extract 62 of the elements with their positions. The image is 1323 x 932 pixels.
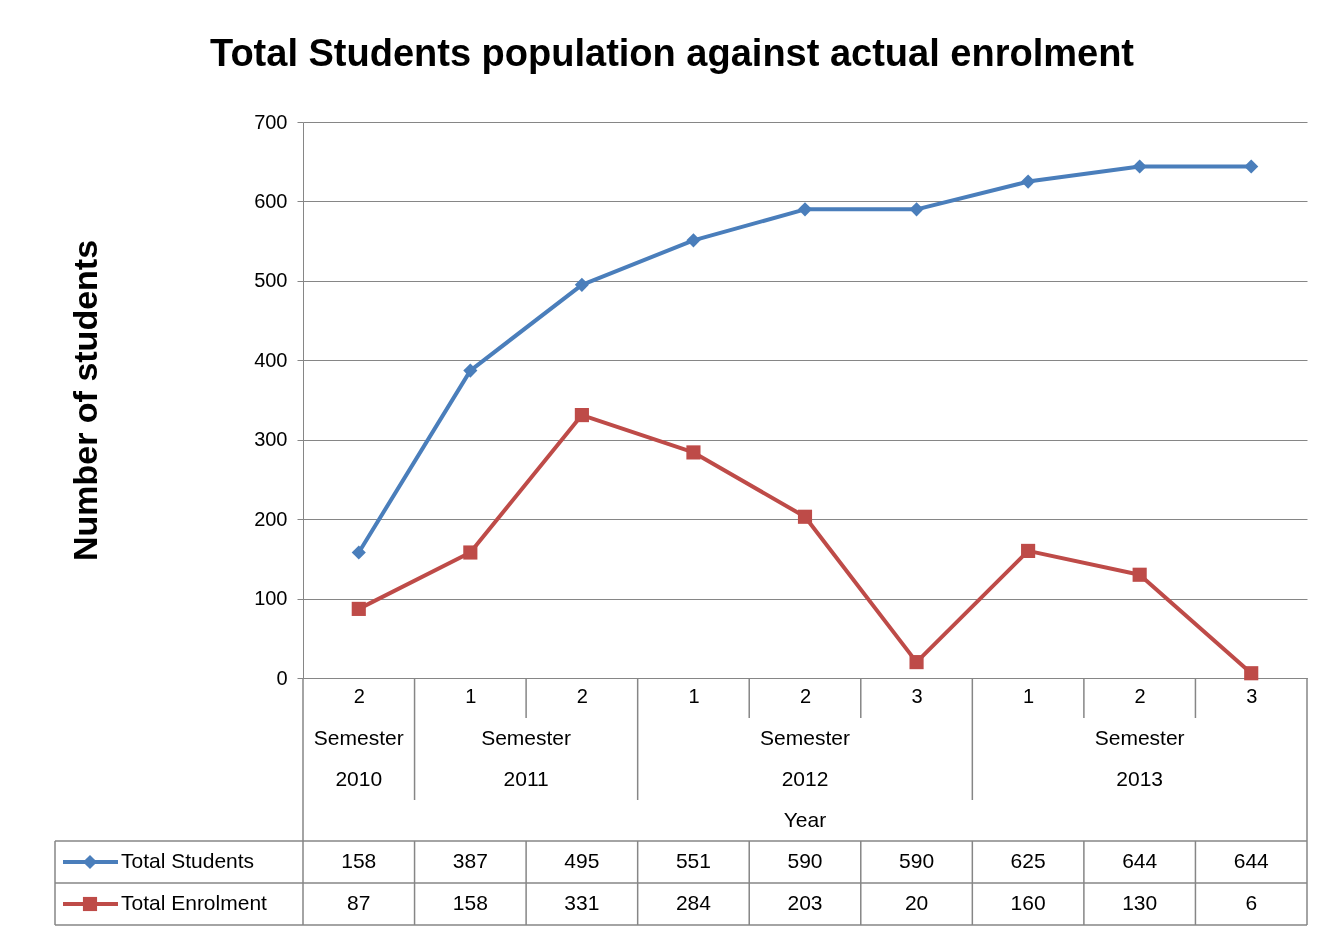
data-label: 158: [452, 891, 488, 914]
chart-title: Total Students population against actual enrolment: [209, 32, 1135, 74]
data-label: 644: [1122, 849, 1158, 872]
legend-label: Total Enrolment: [121, 891, 268, 914]
point: [351, 545, 366, 560]
data-label: 625: [1010, 849, 1046, 872]
data-label: 284: [675, 891, 712, 914]
point: [351, 601, 366, 616]
text: Semester 2013: [1094, 726, 1185, 790]
legend-label: Total Students: [121, 849, 255, 872]
x-tick-label: 1: [1023, 684, 1035, 707]
data-label: 387: [452, 849, 488, 872]
point: [463, 363, 478, 378]
point: [1132, 159, 1147, 174]
point: [463, 545, 478, 560]
point: [797, 509, 813, 524]
data-label: 20: [904, 891, 929, 914]
point: [909, 202, 924, 217]
data-label: 203: [787, 891, 823, 914]
data-label: 644: [1233, 849, 1270, 872]
point: [1244, 159, 1259, 174]
x-axis-title: Year: [783, 808, 827, 831]
data-label: 6: [1245, 891, 1258, 914]
point: [797, 202, 813, 217]
point: [686, 233, 701, 248]
y-tick-label: 500: [254, 269, 288, 292]
y-tick-label: 200: [254, 507, 288, 530]
data-label: 130: [1122, 891, 1158, 914]
y-tick-label: 400: [254, 348, 288, 371]
data-label: 87: [347, 891, 371, 914]
point: [909, 655, 924, 670]
x-tick-label: 1: [688, 684, 700, 707]
x-tick-label: 1: [465, 684, 477, 707]
y-tick-label: 100: [254, 587, 288, 610]
x-tick-label: 2: [799, 684, 812, 707]
x-tick-label: 2: [353, 684, 365, 707]
point: [1021, 174, 1036, 189]
data-label: 158: [341, 849, 377, 872]
data-label: 551: [675, 849, 711, 872]
data-label: 590: [899, 849, 935, 872]
y-tick-label: 0: [276, 666, 288, 689]
data-label: 160: [1010, 891, 1046, 914]
data-label: 331: [564, 891, 600, 914]
point: [1021, 543, 1036, 558]
x-tick-label: 2: [576, 684, 588, 707]
point: [686, 445, 701, 460]
x-tick-label: 3: [911, 684, 923, 707]
point: [1132, 567, 1147, 582]
y-tick-label: 700: [254, 110, 288, 133]
point: [1244, 666, 1259, 681]
text: Semester 2012: [760, 726, 850, 790]
text: Semester 2010: [313, 726, 404, 790]
y-tick-label: 300: [254, 428, 288, 451]
x-tick-label: 3: [1246, 684, 1258, 707]
point: [574, 408, 589, 423]
y-axis-title: Number of students: [66, 239, 105, 562]
data-label: 590: [787, 849, 823, 872]
x-tick-label: 2: [1134, 684, 1146, 707]
text: Semester 2011: [481, 726, 572, 790]
data-label: 495: [564, 849, 600, 872]
y-tick-label: 600: [254, 189, 288, 212]
point: [574, 277, 589, 292]
